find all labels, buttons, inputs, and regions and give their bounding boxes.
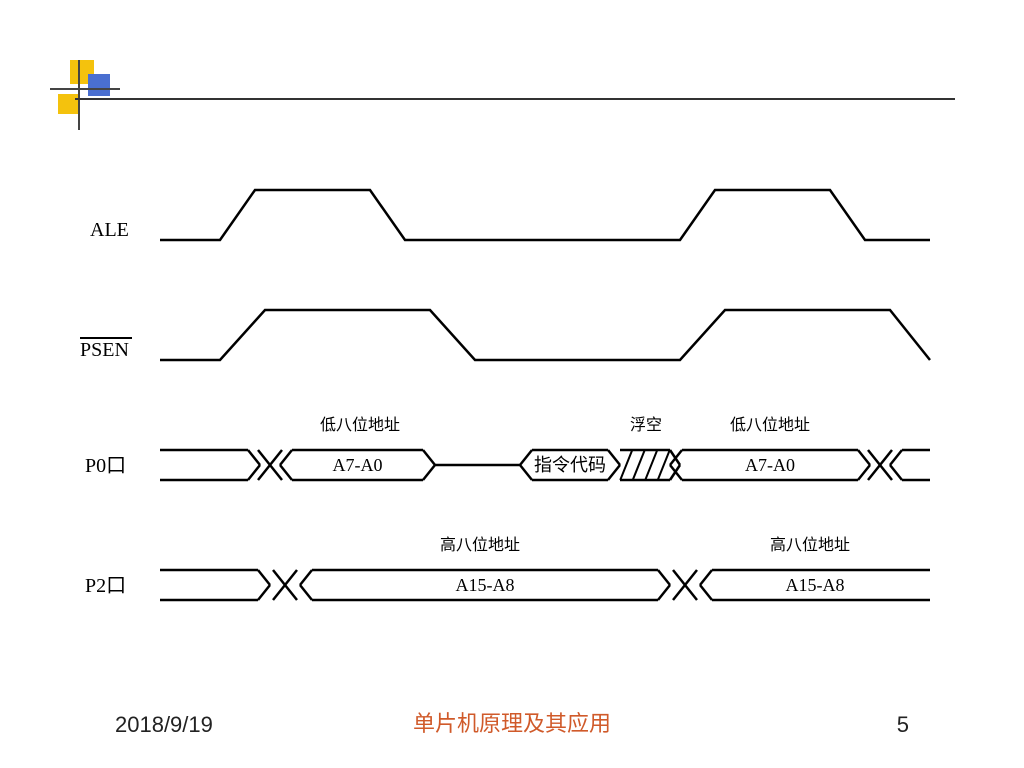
footer: 2018/9/19 单片机原理及其应用 5 <box>0 708 1024 738</box>
svg-text:高八位地址: 高八位地址 <box>440 536 520 554</box>
svg-text:P2口: P2口 <box>85 575 126 597</box>
footer-page: 5 <box>897 712 909 738</box>
svg-text:P0口: P0口 <box>85 455 126 477</box>
svg-text:高八位地址: 高八位地址 <box>770 536 850 554</box>
svg-text:ALE: ALE <box>90 219 129 241</box>
svg-text:低八位地址: 低八位地址 <box>730 416 810 434</box>
svg-text:PSEN: PSEN <box>80 339 129 361</box>
svg-text:A7-A0: A7-A0 <box>745 455 795 475</box>
svg-text:浮空: 浮空 <box>630 416 662 434</box>
slide-logo <box>50 60 110 120</box>
svg-text:A15-A8: A15-A8 <box>456 575 515 595</box>
svg-text:指令代码: 指令代码 <box>534 455 606 475</box>
svg-text:A15-A8: A15-A8 <box>786 575 845 595</box>
footer-title: 单片机原理及其应用 <box>0 706 1024 738</box>
svg-text:低八位地址: 低八位地址 <box>320 416 400 434</box>
timing-diagram: ALE PSEN P0口 低八位地址 浮空 低八位地址 A7-A0 指令代码 A7-A0 P2口 高… <box>60 160 960 660</box>
svg-text:A7-A0: A7-A0 <box>333 455 383 475</box>
header-rule <box>75 98 955 100</box>
timing-svg: ALE PSEN P0口 低八位地址 浮空 低八位地址 A7-A0 指令代码 A7-A0 P2口 高… <box>60 160 960 660</box>
slide: ALE PSEN P0口 低八位地址 浮空 低八位地址 A7-A0 指令代码 A7-A0 P2口 高… <box>0 0 1024 768</box>
